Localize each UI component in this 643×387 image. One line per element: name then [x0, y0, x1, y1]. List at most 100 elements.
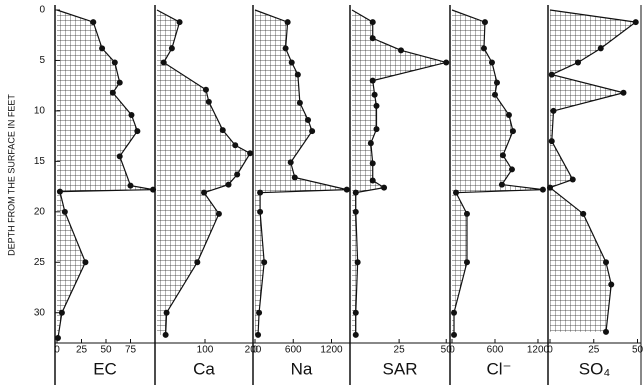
data-point: [367, 140, 374, 147]
data-point: [508, 166, 515, 173]
panel-title: Cl⁻: [486, 359, 511, 378]
data-point: [61, 208, 68, 215]
profile-line: [351, 9, 447, 335]
profile-line: [254, 9, 347, 335]
data-point: [287, 159, 294, 166]
y-tick-label: 10: [34, 106, 46, 117]
data-point: [296, 99, 303, 106]
panel-title: Ca: [193, 359, 215, 378]
data-point: [282, 45, 289, 52]
panel-title: SAR: [383, 359, 418, 378]
hatched-area: [550, 10, 636, 332]
panel-title: SO₄: [579, 359, 611, 378]
data-point: [373, 102, 380, 109]
data-point: [232, 142, 239, 149]
data-point: [463, 210, 470, 217]
data-point: [451, 309, 458, 316]
x-tick-label: 100: [197, 345, 214, 356]
data-point: [134, 128, 141, 135]
data-point: [608, 281, 615, 288]
hatched-area: [157, 10, 251, 335]
data-point: [352, 208, 359, 215]
data-point: [580, 210, 587, 217]
data-point: [288, 59, 295, 66]
data-point: [294, 71, 301, 78]
x-tick-label: 0: [547, 345, 553, 356]
profile-line: [56, 9, 154, 339]
panel-title: Na: [291, 359, 313, 378]
data-point: [305, 116, 312, 123]
data-point: [371, 91, 378, 98]
y-tick-label: 25: [34, 257, 46, 268]
data-point: [548, 71, 555, 78]
y-tick-label: 30: [34, 307, 46, 318]
data-point: [451, 331, 458, 338]
data-point: [58, 309, 65, 316]
data-point: [201, 189, 208, 196]
data-point: [603, 328, 609, 335]
data-point: [247, 150, 254, 157]
x-tick-label: 1200: [320, 345, 343, 356]
data-point: [499, 152, 506, 159]
data-point: [194, 259, 201, 266]
x-tick-label: 600: [487, 345, 504, 356]
data-point: [381, 184, 388, 191]
data-point: [597, 45, 604, 52]
x-tick-label: 0: [54, 345, 60, 356]
data-point: [215, 210, 222, 217]
data-point: [354, 259, 361, 266]
data-point: [453, 189, 460, 196]
data-point: [309, 128, 316, 135]
data-point: [491, 91, 498, 98]
data-point: [603, 259, 609, 266]
data-point: [257, 208, 264, 215]
data-point: [620, 89, 627, 96]
data-point: [257, 189, 264, 196]
x-tick-label: 75: [125, 345, 137, 356]
x-tick-label: 600: [285, 345, 302, 356]
hatched-area: [352, 10, 447, 335]
data-point: [163, 309, 170, 316]
x-tick-label: 50: [632, 345, 643, 356]
hatched-area: [255, 10, 347, 335]
data-point: [219, 127, 226, 134]
y-tick-label: 0: [39, 5, 45, 16]
data-point: [176, 19, 183, 26]
data-point: [548, 138, 555, 145]
data-point: [493, 79, 500, 86]
data-point: [109, 89, 116, 96]
data-point: [225, 181, 232, 188]
data-point: [205, 98, 212, 105]
y-tick-label: 15: [34, 156, 46, 167]
data-point: [369, 19, 376, 26]
data-point: [255, 331, 262, 338]
data-point: [369, 160, 376, 167]
data-point: [509, 128, 516, 135]
data-point: [234, 171, 241, 178]
data-point: [481, 19, 488, 26]
data-point: [352, 331, 359, 338]
data-point: [111, 59, 118, 66]
data-point: [480, 45, 487, 52]
y-tick-label: 20: [34, 206, 46, 217]
data-point: [569, 176, 576, 183]
data-point: [632, 19, 639, 26]
data-point: [488, 59, 495, 66]
profile-line: [548, 9, 638, 332]
data-point: [56, 188, 63, 195]
data-point: [202, 86, 209, 93]
data-point: [160, 59, 167, 66]
data-point: [463, 259, 470, 266]
data-point: [168, 45, 175, 52]
hatched-area: [452, 10, 543, 335]
data-point: [498, 181, 505, 188]
data-point: [256, 309, 263, 316]
x-tick-label: 1200: [527, 345, 550, 356]
data-point: [99, 45, 106, 52]
profile-line: [156, 9, 251, 335]
data-point: [116, 153, 123, 160]
data-point: [291, 174, 298, 181]
data-point: [539, 186, 546, 193]
data-point: [128, 111, 135, 118]
